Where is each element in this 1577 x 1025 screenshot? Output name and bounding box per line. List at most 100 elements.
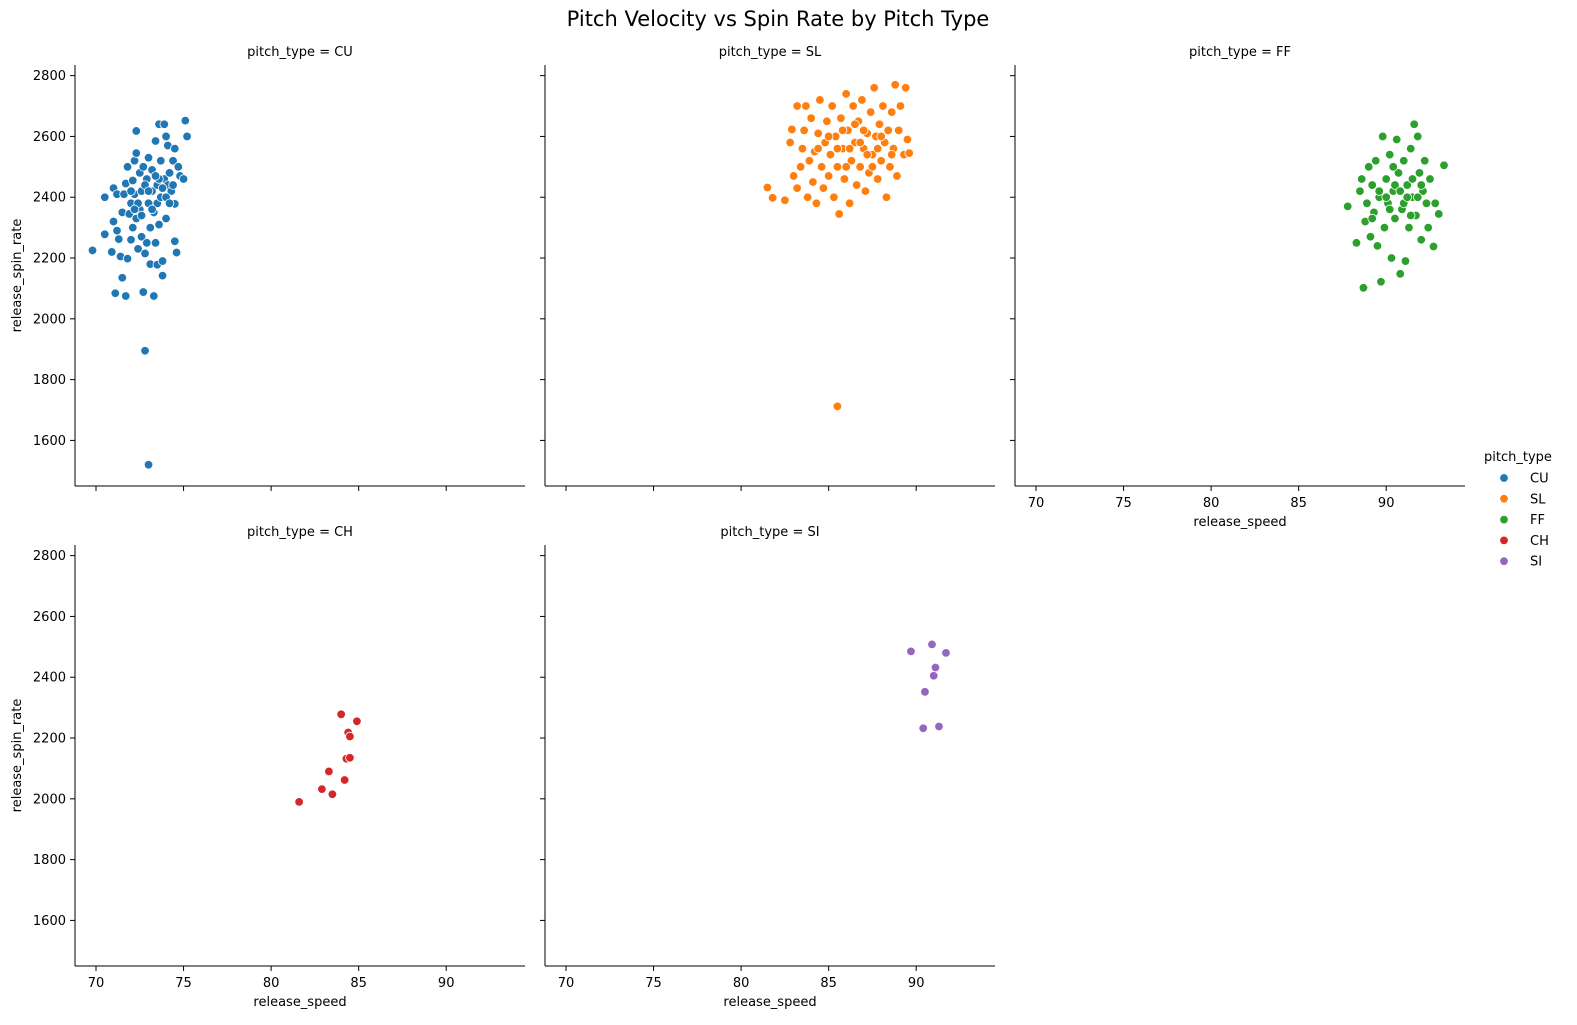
x-tick-label: 80 <box>1203 496 1220 511</box>
legend: pitch_type CU SL FF CH SI <box>1484 450 1552 570</box>
data-point <box>795 162 806 172</box>
data-point <box>822 116 832 126</box>
data-point <box>1388 162 1398 172</box>
data-point <box>841 162 851 172</box>
data-point <box>1393 168 1404 178</box>
data-point <box>143 186 154 196</box>
data-point <box>876 156 886 166</box>
data-point <box>934 721 944 732</box>
data-point <box>171 247 182 258</box>
data-point <box>100 192 110 202</box>
data-point <box>883 125 893 136</box>
facet-panel-ch: pitch_type = CH 70 75 80 85 90 release_speed 16… <box>10 525 525 1010</box>
data-point <box>841 89 851 99</box>
data-point <box>149 291 159 301</box>
data-point <box>87 245 98 256</box>
data-point <box>893 125 904 136</box>
legend-marker <box>1499 514 1509 525</box>
data-point <box>801 101 811 111</box>
data-point <box>885 162 895 172</box>
data-point <box>352 716 362 727</box>
data-point <box>157 270 168 281</box>
data-point <box>110 288 120 298</box>
data-point <box>797 143 808 154</box>
data-point <box>1362 198 1372 209</box>
y-tick-label: 2400 <box>33 671 66 686</box>
data-point <box>855 137 865 148</box>
data-point <box>131 148 141 158</box>
series-points-ff <box>1342 119 1449 293</box>
data-point <box>1386 253 1397 263</box>
data-point <box>345 753 355 763</box>
data-point <box>140 248 150 259</box>
data-point <box>906 646 916 657</box>
x-axis-label: release_speed <box>253 995 346 1010</box>
data-point <box>168 156 178 166</box>
data-point <box>811 198 822 209</box>
data-point <box>1428 241 1439 252</box>
data-point <box>145 222 155 233</box>
data-point <box>143 460 154 470</box>
data-point <box>150 136 161 146</box>
data-point <box>881 192 892 202</box>
data-point <box>157 256 168 266</box>
data-point <box>1390 180 1400 190</box>
x-tick-label: 90 <box>908 976 925 991</box>
legend-label: SL <box>1530 492 1546 507</box>
data-point <box>857 95 867 105</box>
data-point <box>129 156 140 166</box>
legend-marker <box>1499 535 1509 546</box>
data-point <box>895 101 906 111</box>
y-tick-label: 2000 <box>33 312 66 327</box>
data-point <box>886 149 897 160</box>
data-point <box>136 232 147 242</box>
facet-title: pitch_type = CH <box>247 525 353 540</box>
data-point <box>150 238 161 248</box>
data-point <box>806 113 816 123</box>
legend-marker <box>1499 494 1509 504</box>
data-point <box>1413 192 1423 202</box>
data-point <box>154 219 164 230</box>
data-point <box>1395 186 1405 196</box>
data-point <box>317 784 327 794</box>
data-point <box>1425 174 1435 184</box>
data-point <box>792 101 802 111</box>
series-points-cu <box>87 115 192 470</box>
data-point <box>133 244 143 254</box>
data-point <box>1423 222 1433 233</box>
facet-title: pitch_type = FF <box>1189 45 1291 60</box>
data-point <box>901 83 911 93</box>
data-point <box>1399 156 1409 166</box>
data-point <box>131 126 141 136</box>
legend-label: FF <box>1530 513 1545 528</box>
data-point <box>762 182 773 193</box>
y-tick-label: 2200 <box>33 732 66 747</box>
data-point <box>339 775 350 785</box>
chart-title: Pitch Velocity vs Spin Rate by Pitch Typ… <box>567 7 990 31</box>
data-point <box>1416 180 1426 190</box>
data-point <box>832 143 843 154</box>
data-point <box>927 639 937 650</box>
data-point <box>839 174 850 184</box>
data-point <box>865 107 876 117</box>
data-point <box>143 153 154 163</box>
data-point <box>918 723 928 733</box>
x-tick-label: 70 <box>88 976 105 991</box>
facet-panel-si: pitch_type = SI 70 75 80 85 90 release_speed <box>540 525 995 1010</box>
legend-item-ch: CH <box>1499 534 1549 549</box>
data-point <box>818 183 829 193</box>
data-point <box>121 291 131 301</box>
data-point <box>1416 235 1426 245</box>
data-point <box>872 143 883 154</box>
data-point <box>1376 277 1386 287</box>
data-point <box>1406 210 1416 221</box>
data-point <box>1400 256 1411 266</box>
data-point <box>1413 131 1423 142</box>
data-point <box>128 222 138 233</box>
data-point <box>858 125 869 136</box>
data-point <box>829 192 839 202</box>
data-point <box>886 107 897 117</box>
data-point <box>827 101 837 111</box>
data-point <box>1421 198 1432 209</box>
data-point <box>126 186 136 196</box>
